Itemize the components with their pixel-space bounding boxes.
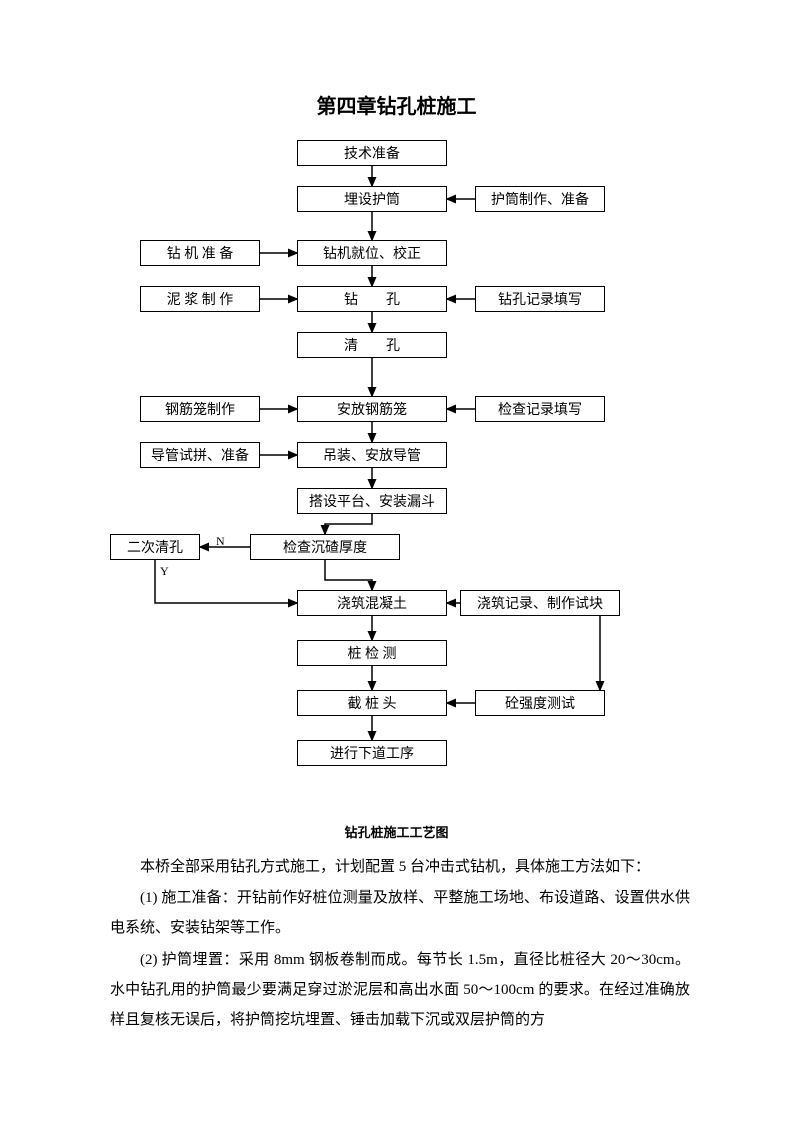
edge-label: N <box>216 534 225 549</box>
flow-node-n6: 安放钢筋笼 <box>297 396 447 422</box>
flow-node-n9: 检查沉碴厚度 <box>250 534 400 560</box>
flow-node-r6: 检查记录填写 <box>475 396 605 422</box>
paragraph-intro-text: 本桥全部采用钻孔方式施工，计划配置 5 台冲击式钻机，具体施工方法如下： <box>140 859 650 875</box>
flow-node-n8: 搭设平台、安装漏斗 <box>297 488 447 514</box>
flow-node-n13: 进行下道工序 <box>297 740 447 766</box>
paragraph-1: (1) 施工准备：开钻前作好桩位测量及放样、平整施工场地、布设道路、设置供水供电… <box>110 883 690 943</box>
flow-node-n2: 埋设护筒 <box>297 186 447 212</box>
flow-node-r10: 浇筑记录、制作试块 <box>460 590 620 616</box>
flow-node-l3: 钻 机 准 备 <box>140 240 260 266</box>
page-title: 第四章钻孔桩施工 <box>0 90 793 119</box>
flow-node-l6: 钢筋笼制作 <box>140 396 260 422</box>
flow-node-n1: 技术准备 <box>297 140 447 166</box>
flow-node-l4: 泥 浆 制 作 <box>140 286 260 312</box>
flow-node-l9: 二次清孔 <box>110 534 200 560</box>
flow-node-r4: 钻孔记录填写 <box>475 286 605 312</box>
paragraph-2-text: (2) 护筒埋置：采用 8mm 钢板卷制而成。每节长 1.5m，直径比桩径大 2… <box>110 952 690 1028</box>
flowchart-diagram: 技术准备埋设护筒 护筒制作、准备钻 机 准 备 钻机就位、校正泥 浆 制 作 钻 孔 钻… <box>0 130 793 790</box>
edge-label: Y <box>160 564 169 579</box>
flow-node-n7: 吊装、安放导管 <box>297 442 447 468</box>
flow-node-r12: 砼强度测试 <box>475 690 605 716</box>
flow-node-n12: 截 桩 头 <box>297 690 447 716</box>
paragraph-intro: 本桥全部采用钻孔方式施工，计划配置 5 台冲击式钻机，具体施工方法如下： <box>110 852 690 882</box>
paragraph-1-text: (1) 施工准备：开钻前作好桩位测量及放样、平整施工场地、布设道路、设置供水供电… <box>110 890 690 936</box>
flow-node-n4: 钻 孔 <box>297 286 447 312</box>
flow-node-n5: 清 孔 <box>297 332 447 358</box>
flowchart-caption: 钻孔桩施工工艺图 <box>0 822 793 841</box>
flow-node-r2: 护筒制作、准备 <box>475 186 605 212</box>
paragraph-2: (2) 护筒埋置：采用 8mm 钢板卷制而成。每节长 1.5m，直径比桩径大 2… <box>110 945 690 1035</box>
flow-node-l7: 导管试拼、准备 <box>140 442 260 468</box>
flow-node-n3: 钻机就位、校正 <box>297 240 447 266</box>
flow-node-n11: 桩 检 测 <box>297 640 447 666</box>
flow-node-n10: 浇筑混凝土 <box>297 590 447 616</box>
